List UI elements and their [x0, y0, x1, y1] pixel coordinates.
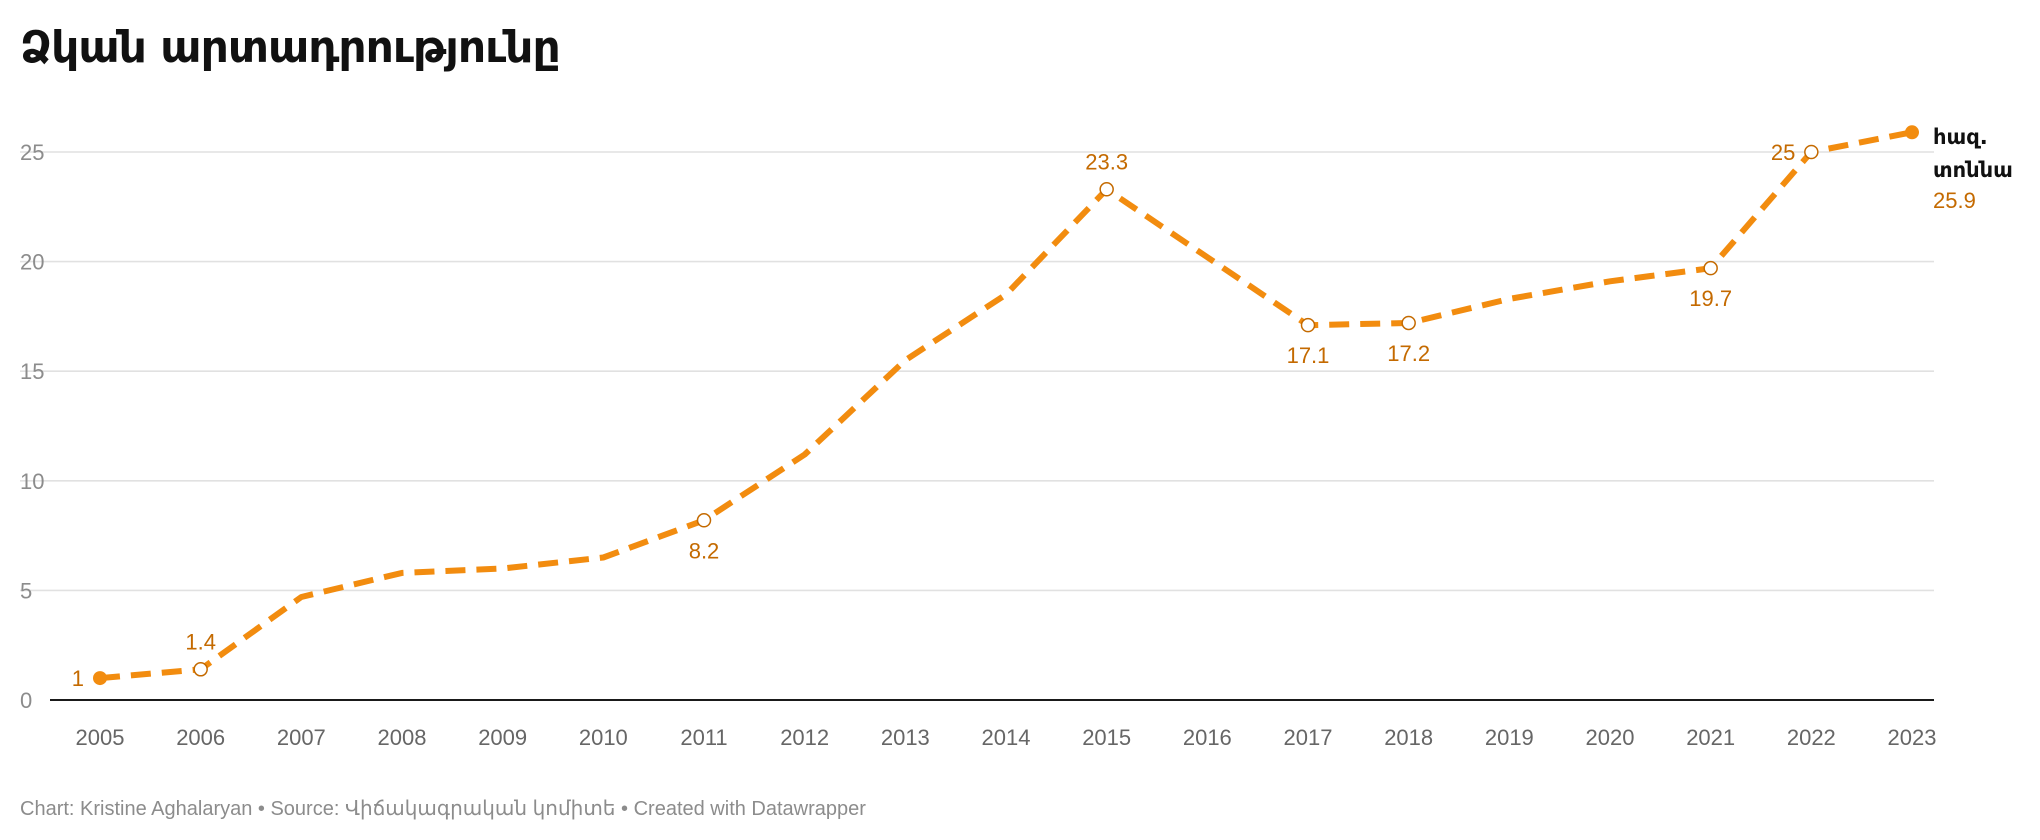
x-tick-label: 2006: [176, 725, 225, 750]
x-tick-label: 2012: [780, 725, 829, 750]
x-tick-label: 2005: [76, 725, 125, 750]
x-tick-label: 2014: [982, 725, 1031, 750]
data-point-marker: [696, 513, 712, 528]
data-markers: [93, 125, 1919, 686]
series-line: [99, 129, 1913, 682]
data-labels: 1 1.4 8.2 23.3 17.1 17.2 19.7 25 հազ. տոննա 25.9: [72, 125, 2013, 691]
chart-footer: Chart: Kristine Aghalaryan • Source: Վիճ…: [20, 796, 866, 821]
x-tick-label: 2022: [1787, 725, 1836, 750]
data-label: 23.3: [1085, 149, 1128, 174]
x-tick-label: 2021: [1686, 725, 1735, 750]
data-label: 19.7: [1689, 286, 1732, 311]
data-label: 17.1: [1287, 343, 1330, 368]
series-name-label: հազ.: [1933, 125, 1988, 149]
data-point-marker: [1401, 315, 1416, 331]
x-tick-label: 2010: [579, 725, 628, 750]
x-tick-label: 2015: [1082, 725, 1131, 750]
series-line: [99, 129, 1913, 682]
footer-created-with: Created with Datawrapper: [633, 798, 866, 820]
y-tick-label: 10: [20, 469, 44, 494]
x-tick-label: 2016: [1183, 725, 1232, 750]
x-tick-label: 2009: [478, 725, 527, 750]
x-tick-label: 2013: [881, 725, 930, 750]
data-label: 8.2: [689, 538, 720, 563]
data-point-marker: [93, 671, 107, 686]
footer-credit: Chart: Kristine Aghalaryan: [20, 798, 253, 820]
x-tick-label: 2008: [378, 725, 427, 750]
data-point-marker: [1905, 125, 1919, 140]
data-point-marker: [1703, 260, 1718, 276]
data-point-marker: [193, 662, 208, 677]
chart-title: Ձկան արտադրությունը: [20, 22, 561, 73]
y-tick-label: 15: [20, 359, 44, 384]
data-label: 17.2: [1387, 341, 1430, 366]
series-name-label: տոննա: [1933, 158, 2013, 182]
y-axis-ticks: 0 5 10 15 20 25: [20, 140, 44, 713]
data-label: 1.4: [185, 629, 216, 654]
y-tick-label: 0: [20, 688, 32, 713]
data-point-marker: [1099, 182, 1114, 197]
x-tick-label: 2020: [1586, 725, 1635, 750]
x-tick-label: 2007: [277, 725, 326, 750]
data-label: 1: [72, 666, 84, 691]
end-value-label: 25.9: [1933, 188, 1976, 213]
x-tick-label: 2023: [1888, 725, 1937, 750]
y-tick-label: 25: [20, 140, 44, 165]
x-axis-ticks: 2005 2006 2007 2008 2009 2010 2011 2012 2013 2014…: [76, 725, 1937, 750]
data-label: 25: [1771, 140, 1795, 165]
x-tick-label: 2011: [680, 725, 727, 750]
data-point-marker: [1804, 144, 1819, 160]
x-tick-label: 2019: [1485, 725, 1534, 750]
x-tick-label: 2018: [1384, 725, 1433, 750]
gridlines: [20, 151, 1934, 701]
footer-separator: •: [615, 798, 634, 820]
data-point-marker: [1300, 317, 1316, 333]
x-tick-label: 2017: [1284, 725, 1333, 750]
footer-source: Source: Վիճակագրական կոմիտե: [270, 798, 616, 820]
footer-separator: •: [252, 798, 271, 820]
y-tick-label: 5: [20, 578, 32, 603]
y-tick-label: 20: [20, 250, 44, 275]
